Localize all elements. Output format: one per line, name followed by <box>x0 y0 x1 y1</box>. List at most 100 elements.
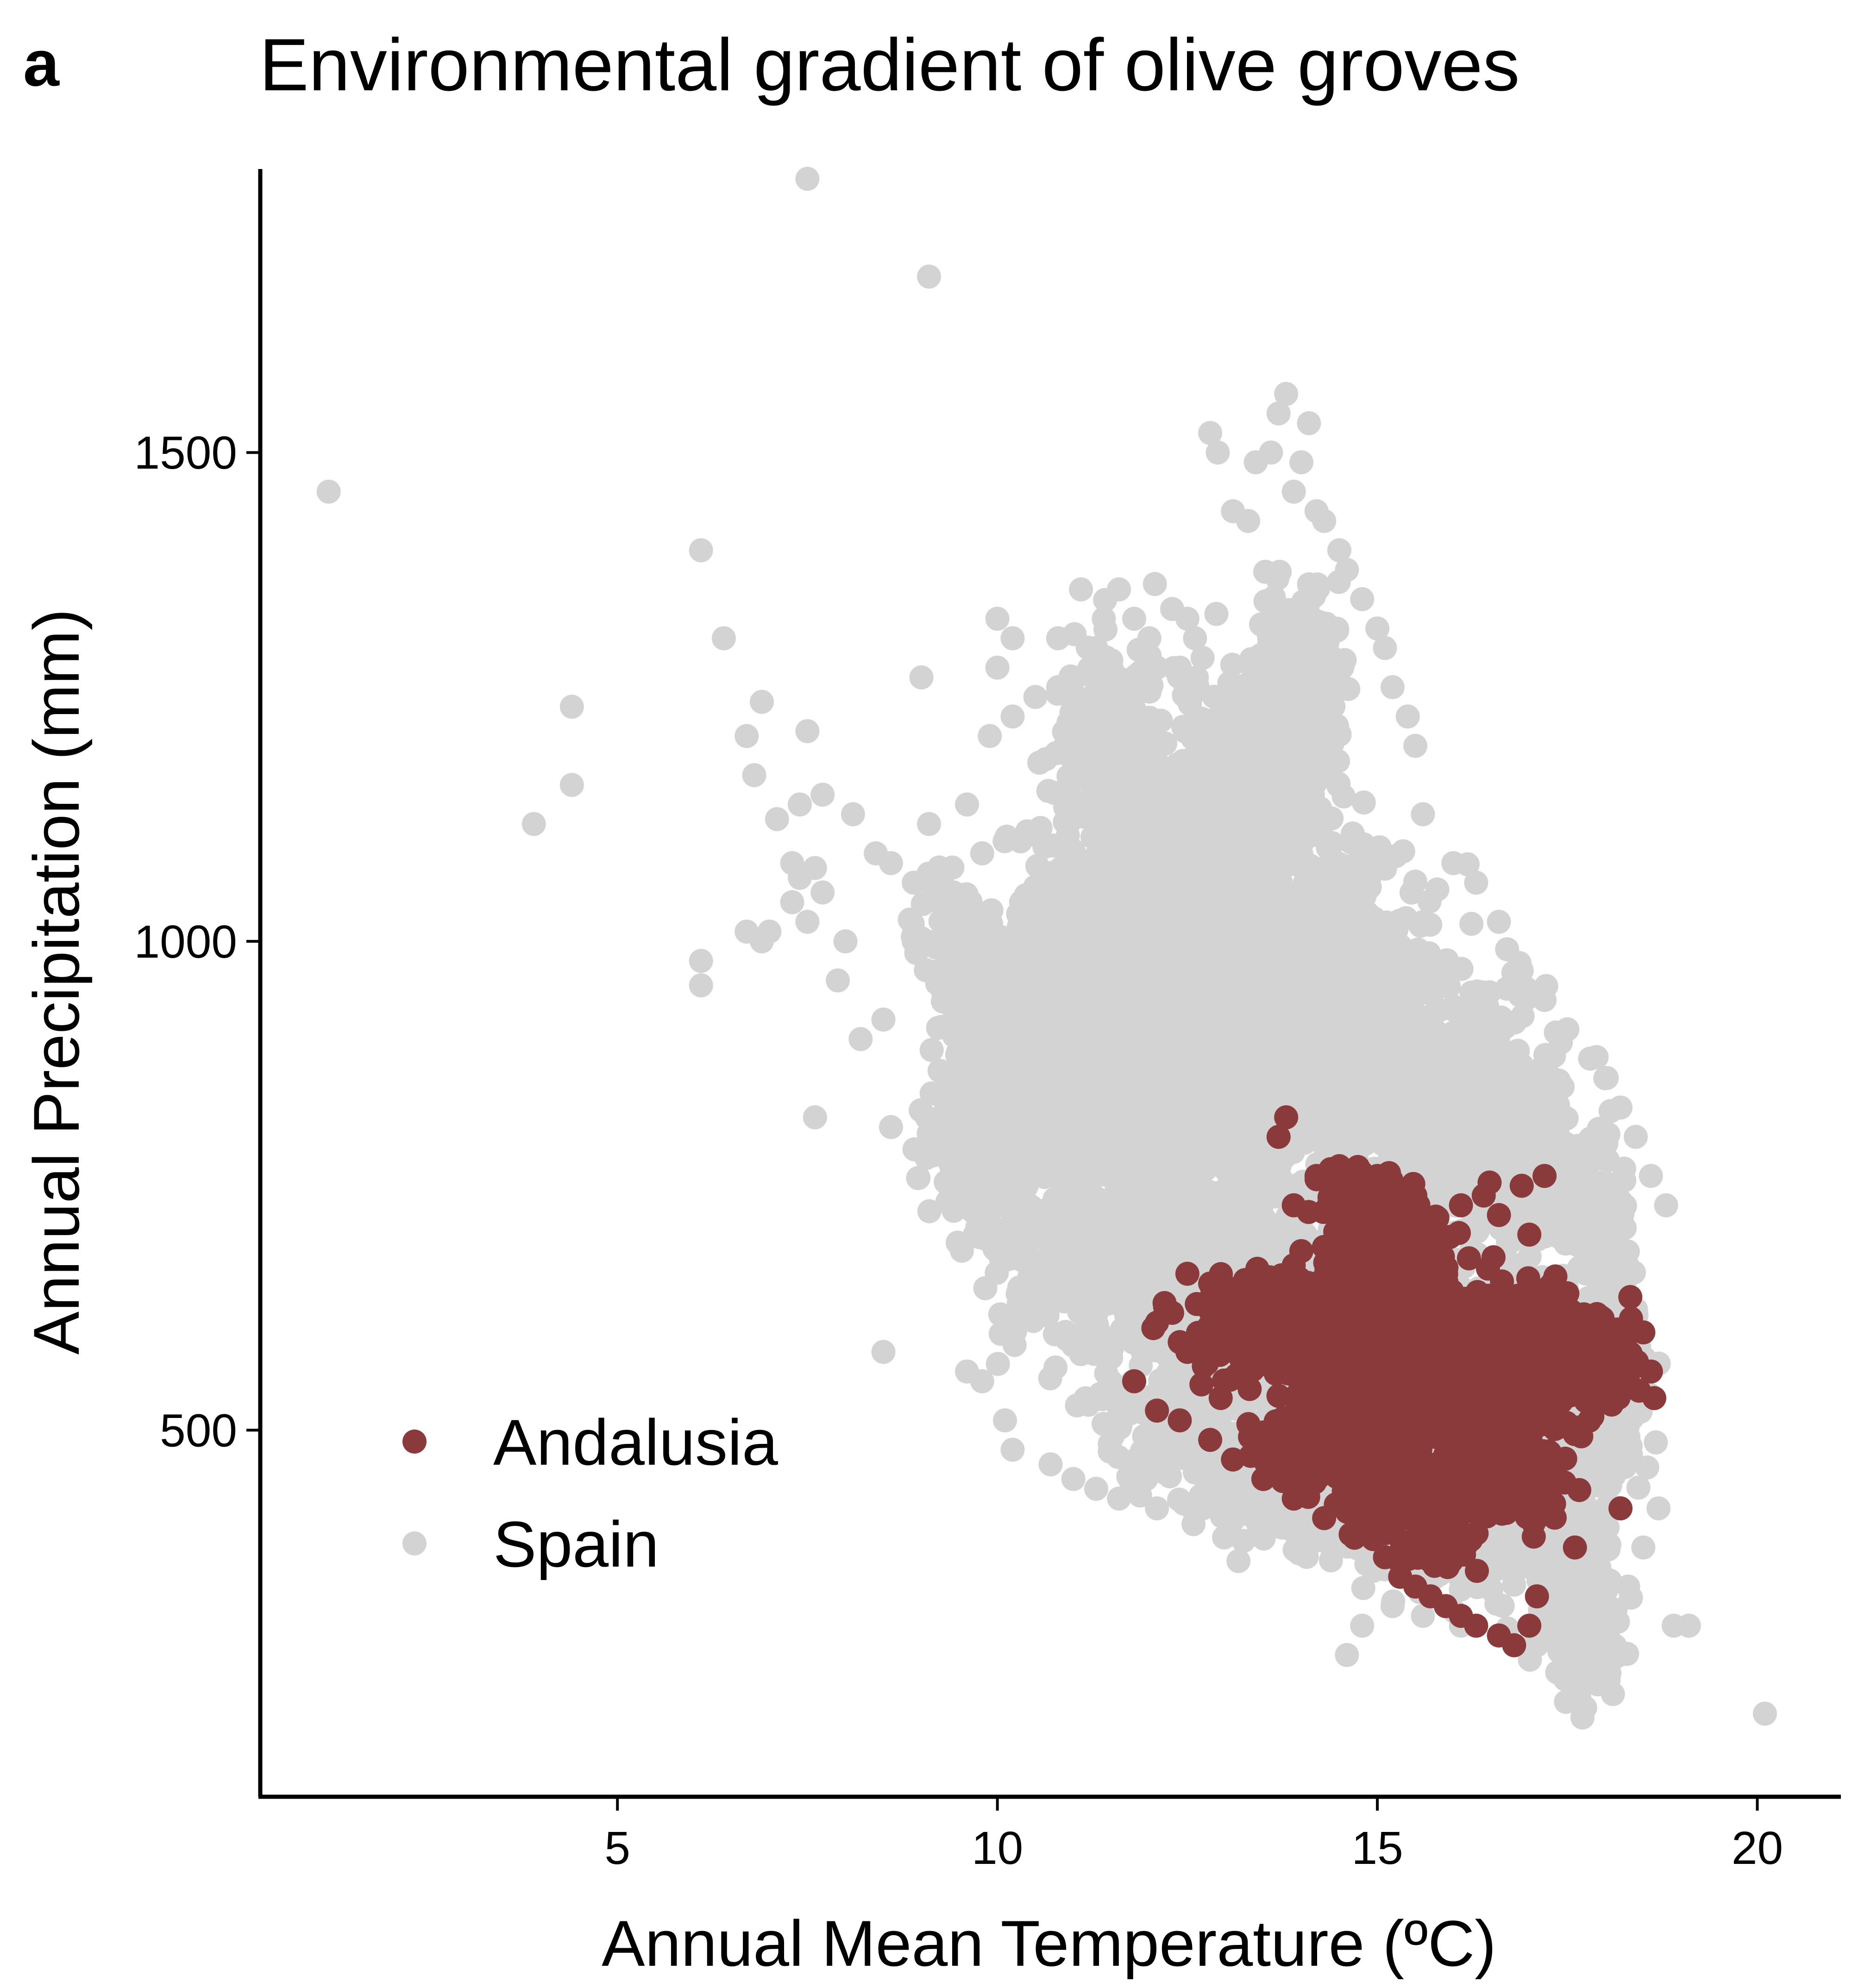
spain-point <box>1238 1204 1262 1228</box>
spain-point <box>1493 1111 1518 1135</box>
spain-point <box>1370 991 1395 1016</box>
spain-point <box>1218 1217 1242 1242</box>
spain-point <box>1323 989 1347 1013</box>
spain-point <box>1316 945 1340 970</box>
spain-point <box>1379 1046 1403 1070</box>
spain-point <box>1143 572 1167 596</box>
spain-point <box>1213 769 1238 794</box>
spain-point <box>1415 1126 1439 1150</box>
spain-point <box>1464 1036 1488 1060</box>
spain-point <box>1307 748 1331 773</box>
spain-point <box>1141 1019 1166 1044</box>
spain-point <box>1302 719 1326 744</box>
spain-point <box>1192 1032 1217 1056</box>
spain-point <box>1263 740 1288 764</box>
spain-point <box>1245 1068 1269 1092</box>
spain-point <box>1049 855 1074 880</box>
spain-point <box>1424 1160 1448 1184</box>
spain-point <box>1269 1043 1293 1068</box>
spain-point <box>1145 902 1169 927</box>
spain-point <box>1142 764 1167 789</box>
spain-point <box>1073 1046 1098 1071</box>
spain-point <box>1315 1028 1339 1052</box>
spain-point <box>1247 1003 1271 1027</box>
spain-point <box>1489 1005 1513 1030</box>
spain-point <box>1216 791 1240 815</box>
spain-point <box>1328 880 1352 904</box>
spain-point <box>1178 686 1203 710</box>
spain-point <box>1241 904 1266 928</box>
spain-point <box>1284 898 1309 923</box>
spain-point <box>1181 727 1206 751</box>
spain-point <box>1109 896 1133 920</box>
spain-point <box>1336 677 1361 701</box>
spain-point <box>1495 937 1519 961</box>
spain-point <box>1151 1136 1175 1161</box>
spain-point <box>1164 770 1188 794</box>
spain-point <box>1419 1013 1444 1037</box>
spain-point <box>1164 877 1188 901</box>
spain-point <box>1264 1171 1289 1195</box>
spain-point <box>1529 1056 1553 1081</box>
spain-point <box>1210 848 1235 872</box>
spain-point <box>1357 853 1381 878</box>
spain-point <box>1339 830 1363 855</box>
spain-point <box>1112 981 1136 1005</box>
spain-point <box>1207 1061 1232 1085</box>
spain-point <box>1151 935 1175 960</box>
spain-point <box>1194 1179 1219 1204</box>
spain-point <box>1167 964 1192 988</box>
spain-point <box>1085 925 1109 949</box>
spain-point <box>1492 1066 1516 1090</box>
spain-point <box>1390 1071 1415 1096</box>
spain-point <box>1215 742 1239 766</box>
spain-point <box>1325 618 1350 643</box>
spain-point <box>1197 1203 1221 1227</box>
spain-point <box>1204 602 1229 626</box>
spain-point <box>1103 700 1128 724</box>
spain-point <box>1169 1112 1193 1136</box>
spain-point <box>1202 684 1226 709</box>
spain-point <box>1370 954 1395 979</box>
spain-point <box>1143 1102 1168 1127</box>
spain-point <box>1281 695 1306 720</box>
spain-point <box>1344 1060 1368 1085</box>
spain-point <box>1234 759 1259 784</box>
spain-point <box>1167 810 1192 834</box>
spain-point <box>1156 1043 1180 1067</box>
spain-point <box>1295 859 1319 884</box>
spain-point <box>1176 1014 1200 1038</box>
spain-point <box>1211 814 1236 839</box>
spain-point <box>1210 1242 1235 1266</box>
spain-point <box>1066 962 1090 986</box>
spain-point <box>1252 928 1277 952</box>
spain-point <box>1120 853 1145 878</box>
spain-point <box>1251 1229 1275 1254</box>
spain-point <box>1339 925 1364 949</box>
spain-point <box>1097 828 1121 853</box>
spain-point <box>1201 708 1225 733</box>
spain-point <box>1264 672 1288 697</box>
spain-point <box>1128 1055 1152 1079</box>
panel-label: a <box>23 27 60 100</box>
spain-point <box>1137 706 1162 730</box>
spain-point <box>1302 822 1326 847</box>
spain-point <box>1141 869 1166 894</box>
spain-point <box>1327 722 1352 747</box>
spain-point <box>1057 744 1082 768</box>
spain-point <box>1434 1084 1458 1108</box>
spain-point <box>1120 1083 1144 1108</box>
spain-point <box>1418 912 1443 937</box>
spain-point <box>1453 1140 1478 1165</box>
spain-point <box>1449 957 1474 981</box>
spain-point <box>1214 1110 1238 1135</box>
spain-point <box>992 829 1017 853</box>
chart-title: Environmental gradient of olive groves <box>259 23 1519 106</box>
spain-point <box>1153 1075 1178 1099</box>
spain-point <box>1277 807 1302 831</box>
spain-point <box>1088 887 1112 911</box>
spain-point <box>1466 985 1490 1010</box>
spain-point <box>1280 966 1305 991</box>
spain-point <box>1190 1088 1215 1113</box>
